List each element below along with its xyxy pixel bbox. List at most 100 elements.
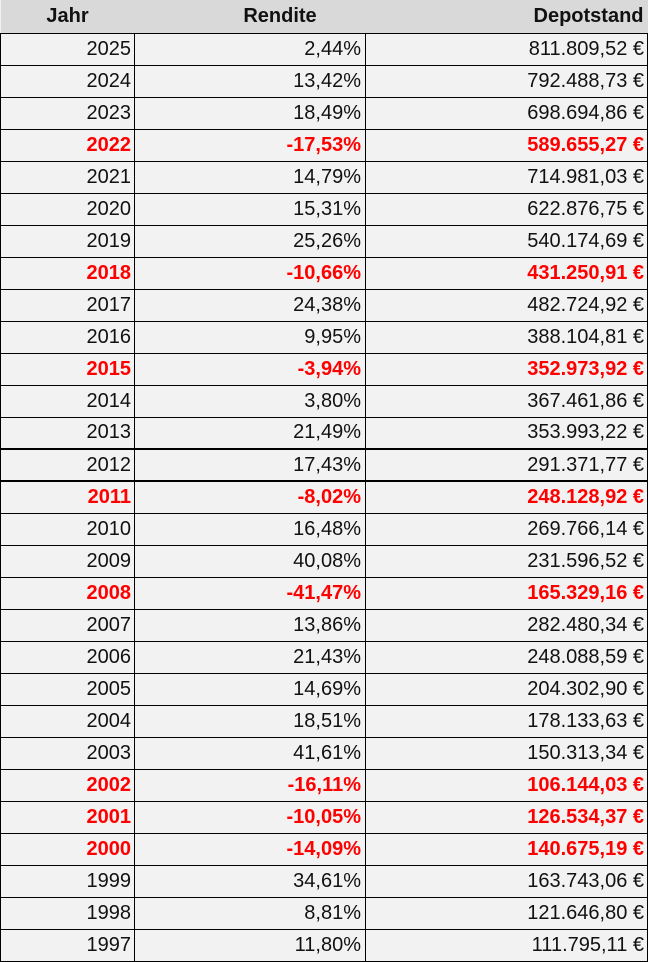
cell-depotstand[interactable]: 248.128,92 € xyxy=(365,480,648,514)
cell-depotstand[interactable]: 352.973,92 € xyxy=(365,352,648,386)
table-row: 2009 40,08% 231.596,52 € xyxy=(0,544,648,578)
cell-rendite[interactable]: 18,51% xyxy=(134,704,366,738)
cell-depotstand[interactable]: 248.088,59 € xyxy=(365,640,648,674)
cell-depotstand[interactable]: 353.993,22 € xyxy=(365,416,648,450)
cell-year[interactable]: 2025 xyxy=(0,32,135,66)
cell-depotstand[interactable]: 111.795,11 € xyxy=(365,928,648,962)
cell-depotstand[interactable]: 163.743,06 € xyxy=(365,864,648,898)
cell-rendite[interactable]: 13,86% xyxy=(134,608,366,642)
table-row: 2013 21,49% 353.993,22 € xyxy=(0,416,648,450)
cell-year[interactable]: 2011 xyxy=(0,480,135,514)
cell-depotstand[interactable]: 231.596,52 € xyxy=(365,544,648,578)
cell-rendite[interactable]: -10,05% xyxy=(134,800,366,834)
cell-rendite[interactable]: 17,43% xyxy=(134,448,366,482)
cell-year[interactable]: 2008 xyxy=(0,576,135,610)
table-row: 2005 14,69% 204.302,90 € xyxy=(0,672,648,706)
cell-rendite[interactable]: 13,42% xyxy=(134,64,366,98)
cell-year[interactable]: 2018 xyxy=(0,256,135,290)
table-row: 2021 14,79% 714.981,03 € xyxy=(0,160,648,194)
cell-year[interactable]: 2020 xyxy=(0,192,135,226)
cell-depotstand[interactable]: 431.250,91 € xyxy=(365,256,648,290)
cell-year[interactable]: 2024 xyxy=(0,64,135,98)
cell-rendite[interactable]: 18,49% xyxy=(134,96,366,130)
cell-year[interactable]: 2007 xyxy=(0,608,135,642)
cell-year[interactable]: 2002 xyxy=(0,768,135,802)
cell-depotstand[interactable]: 165.329,16 € xyxy=(365,576,648,610)
cell-depotstand[interactable]: 622.876,75 € xyxy=(365,192,648,226)
column-header-depotstand[interactable]: Depotstand xyxy=(365,0,648,34)
cell-rendite[interactable]: 41,61% xyxy=(134,736,366,770)
cell-year[interactable]: 2015 xyxy=(0,352,135,386)
cell-rendite[interactable]: 16,48% xyxy=(134,512,366,546)
cell-rendite[interactable]: 40,08% xyxy=(134,544,366,578)
table-row: 2019 25,26% 540.174,69 € xyxy=(0,224,648,258)
cell-depotstand[interactable]: 282.480,34 € xyxy=(365,608,648,642)
cell-depotstand[interactable]: 178.133,63 € xyxy=(365,704,648,738)
cell-year[interactable]: 2005 xyxy=(0,672,135,706)
cell-year[interactable]: 2013 xyxy=(0,416,135,450)
cell-rendite[interactable]: -16,11% xyxy=(134,768,366,802)
cell-depotstand[interactable]: 367.461,86 € xyxy=(365,384,648,418)
cell-rendite[interactable]: 24,38% xyxy=(134,288,366,322)
table-row: 2003 41,61% 150.313,34 € xyxy=(0,736,648,770)
cell-year[interactable]: 2001 xyxy=(0,800,135,834)
cell-rendite[interactable]: -3,94% xyxy=(134,352,366,386)
cell-rendite[interactable]: -8,02% xyxy=(134,480,366,514)
cell-year[interactable]: 2017 xyxy=(0,288,135,322)
cell-rendite[interactable]: -10,66% xyxy=(134,256,366,290)
cell-year[interactable]: 2006 xyxy=(0,640,135,674)
cell-rendite[interactable]: 3,80% xyxy=(134,384,366,418)
cell-rendite[interactable]: 25,26% xyxy=(134,224,366,258)
cell-depotstand[interactable]: 150.313,34 € xyxy=(365,736,648,770)
cell-depotstand[interactable]: 698.694,86 € xyxy=(365,96,648,130)
cell-rendite[interactable]: 21,43% xyxy=(134,640,366,674)
cell-year[interactable]: 2009 xyxy=(0,544,135,578)
cell-year[interactable]: 1999 xyxy=(0,864,135,898)
cell-rendite[interactable]: 34,61% xyxy=(134,864,366,898)
cell-year[interactable]: 2014 xyxy=(0,384,135,418)
cell-depotstand[interactable]: 589.655,27 € xyxy=(365,128,648,162)
table-row: 2002 -16,11% 106.144,03 € xyxy=(0,768,648,802)
cell-depotstand[interactable]: 811.809,52 € xyxy=(365,32,648,66)
cell-year[interactable]: 2023 xyxy=(0,96,135,130)
cell-depotstand[interactable]: 388.104,81 € xyxy=(365,320,648,354)
cell-depotstand[interactable]: 106.144,03 € xyxy=(365,768,648,802)
cell-rendite[interactable]: -17,53% xyxy=(134,128,366,162)
cell-rendite[interactable]: 15,31% xyxy=(134,192,366,226)
cell-depotstand[interactable]: 482.724,92 € xyxy=(365,288,648,322)
column-header-rendite[interactable]: Rendite xyxy=(134,0,366,34)
cell-depotstand[interactable]: 140.675,19 € xyxy=(365,832,648,866)
cell-rendite[interactable]: -41,47% xyxy=(134,576,366,610)
table-row: 2024 13,42% 792.488,73 € xyxy=(0,64,648,98)
cell-year[interactable]: 2004 xyxy=(0,704,135,738)
cell-year[interactable]: 2012 xyxy=(0,448,135,482)
column-header-year[interactable]: Jahr xyxy=(0,0,135,34)
cell-year[interactable]: 2022 xyxy=(0,128,135,162)
cell-year[interactable]: 2003 xyxy=(0,736,135,770)
table-row: 2018 -10,66% 431.250,91 € xyxy=(0,256,648,290)
cell-year[interactable]: 2000 xyxy=(0,832,135,866)
cell-depotstand[interactable]: 204.302,90 € xyxy=(365,672,648,706)
cell-depotstand[interactable]: 126.534,37 € xyxy=(365,800,648,834)
table-row: 2025 2,44% 811.809,52 € xyxy=(0,32,648,66)
cell-depotstand[interactable]: 269.766,14 € xyxy=(365,512,648,546)
cell-rendite[interactable]: 11,80% xyxy=(134,928,366,962)
cell-depotstand[interactable]: 291.371,77 € xyxy=(365,448,648,482)
cell-rendite[interactable]: 9,95% xyxy=(134,320,366,354)
cell-year[interactable]: 2021 xyxy=(0,160,135,194)
cell-rendite[interactable]: -14,09% xyxy=(134,832,366,866)
cell-rendite[interactable]: 8,81% xyxy=(134,896,366,930)
cell-year[interactable]: 2016 xyxy=(0,320,135,354)
cell-rendite[interactable]: 14,79% xyxy=(134,160,366,194)
cell-depotstand[interactable]: 714.981,03 € xyxy=(365,160,648,194)
cell-depotstand[interactable]: 540.174,69 € xyxy=(365,224,648,258)
cell-year[interactable]: 2010 xyxy=(0,512,135,546)
cell-depotstand[interactable]: 792.488,73 € xyxy=(365,64,648,98)
cell-rendite[interactable]: 14,69% xyxy=(134,672,366,706)
cell-depotstand[interactable]: 121.646,80 € xyxy=(365,896,648,930)
cell-rendite[interactable]: 2,44% xyxy=(134,32,366,66)
cell-year[interactable]: 2019 xyxy=(0,224,135,258)
cell-year[interactable]: 1998 xyxy=(0,896,135,930)
cell-year[interactable]: 1997 xyxy=(0,928,135,962)
cell-rendite[interactable]: 21,49% xyxy=(134,416,366,450)
